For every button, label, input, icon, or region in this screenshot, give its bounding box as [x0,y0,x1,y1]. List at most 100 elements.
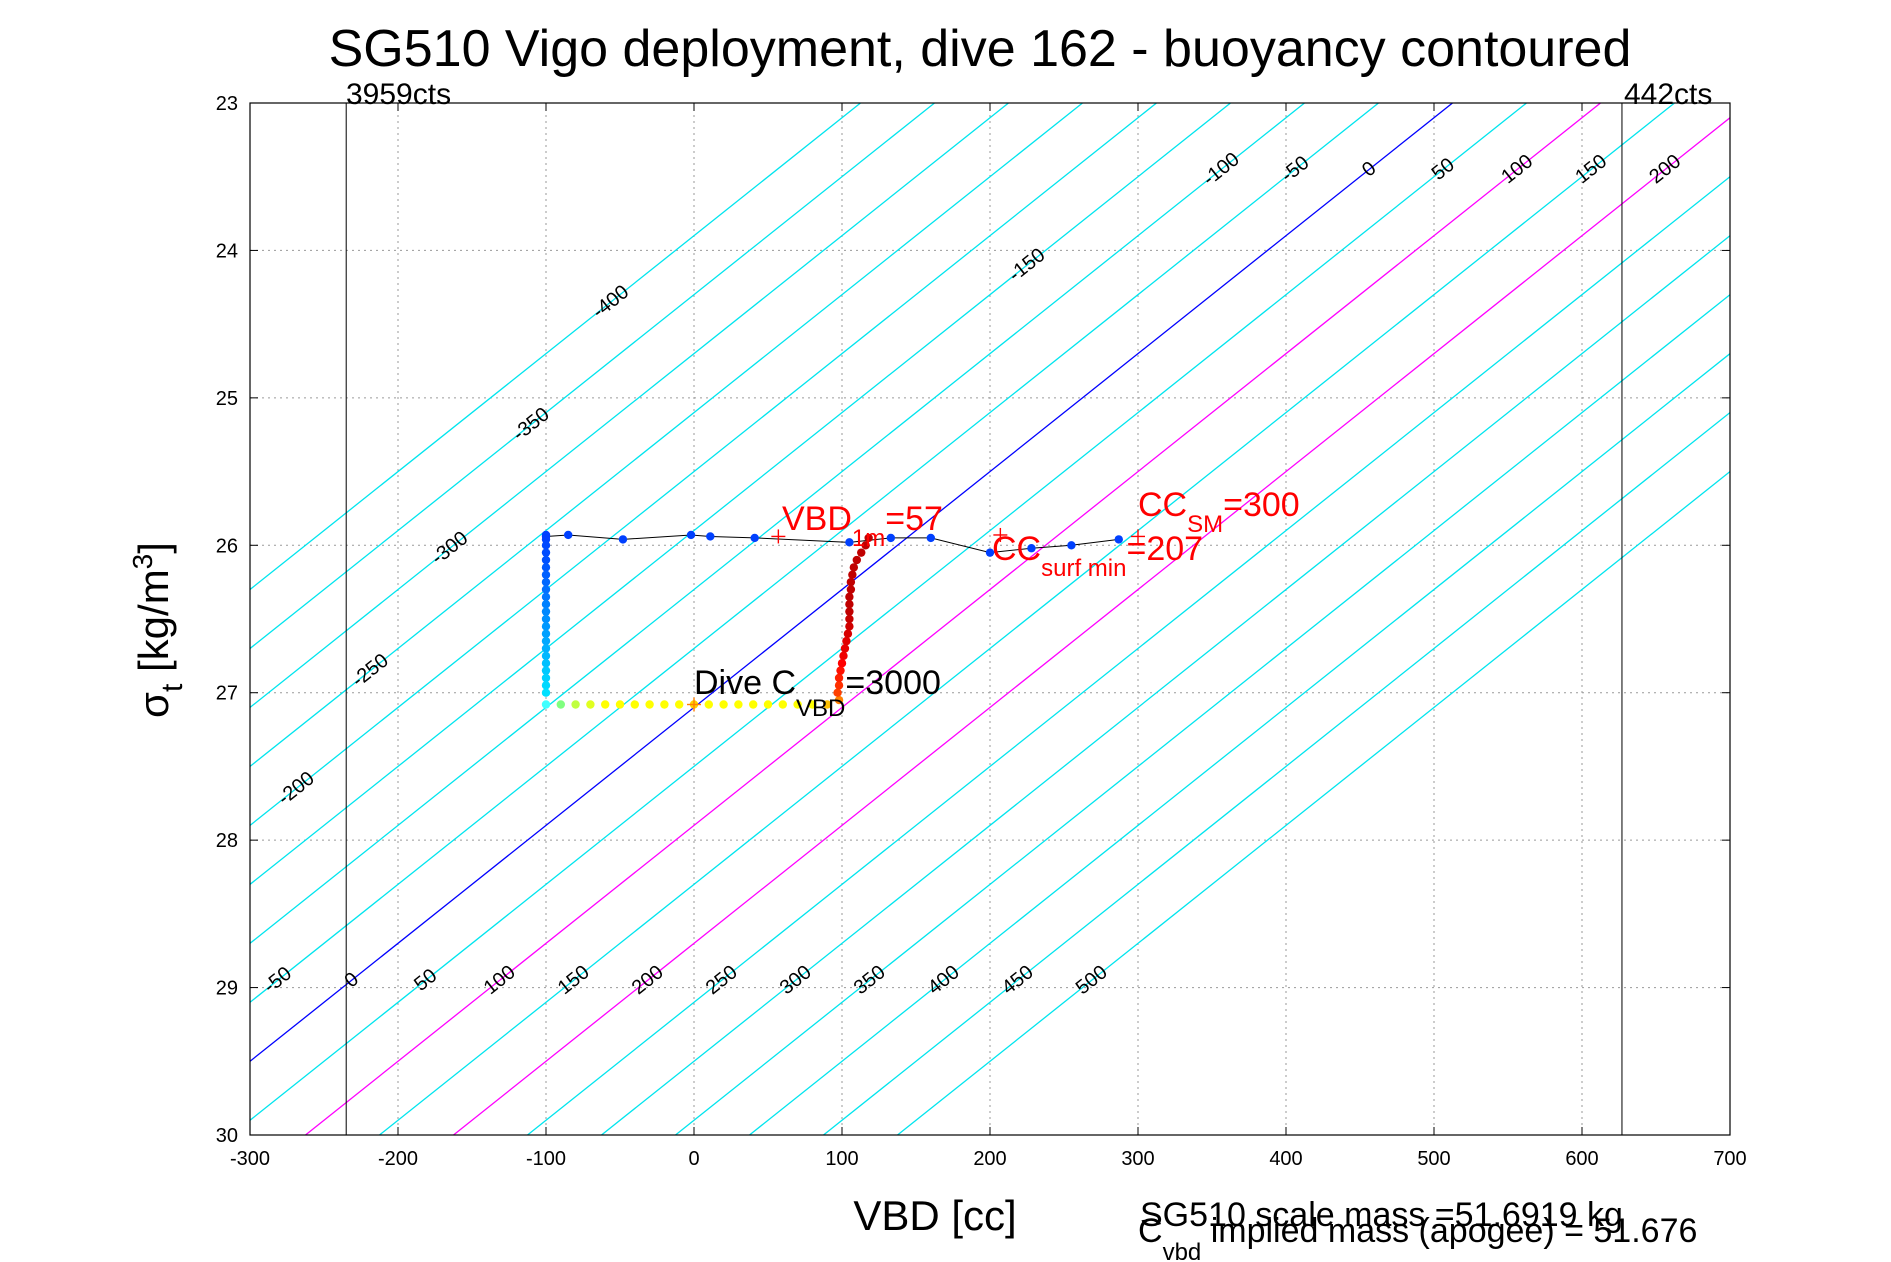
data-point [849,563,859,572]
data-point [541,688,551,697]
vbd-1m-annotation: VBD1m=57 [782,500,943,552]
data-point [834,673,844,683]
y-tick-label: 26 [216,535,238,557]
contour-line [250,103,1231,886]
contour-line [250,103,1305,945]
svg-text:σt [kg/m3]: σt [kg/m3] [127,542,189,718]
data-point [845,538,854,547]
data-point [586,700,595,709]
data-point [823,700,832,709]
x-tick-label: 700 [1713,1148,1746,1170]
data-point [842,636,851,646]
data-point [660,700,669,709]
contour-line [601,234,1730,1135]
data-point [541,532,551,541]
y-axis-symbol: σ [130,692,177,718]
data-point [541,614,551,624]
contour-line [250,103,1157,827]
data-point [541,666,551,675]
data-point [686,530,696,540]
data-point [808,700,817,709]
data-point [845,614,854,624]
x-tick-label: -100 [526,1148,566,1170]
contour-line [675,293,1730,1135]
y-axis-superscript: 3 [127,554,158,570]
data-point [852,555,861,565]
x-tick-label: 0 [688,1148,699,1170]
data-point [857,548,866,557]
contour-line [250,103,1083,768]
data-point [541,622,551,631]
contour-line [305,103,1601,1135]
contour-line [749,352,1730,1135]
count-lines [345,103,1623,1135]
y-tick-label: 27 [216,683,238,705]
data-point [541,700,551,709]
data-point [845,607,854,616]
data-point [749,700,758,709]
data-point [833,688,842,697]
cc-surf-min-annotation: CCsurf min=207 [992,530,1203,582]
data-point [834,681,844,690]
data-point [541,629,551,638]
data-point [675,700,684,709]
cc-sm-annotation: CCSM=300 [1138,486,1300,538]
data-point [845,622,854,631]
data-point [839,651,848,661]
data-point [541,592,551,602]
data-point [541,548,551,557]
data-point [778,700,787,709]
axis-ticks: -300 -200 -100 0 100 200 300 400 500 600 700 23 24 25… [216,93,1747,1170]
data-point [845,600,854,609]
reference-markers [687,527,1145,712]
data-point [848,570,857,579]
contour-line [250,103,861,591]
data-point [1114,535,1123,544]
y-tick-label: 25 [216,388,238,410]
contour-line [897,470,1730,1135]
data-point [541,577,551,587]
data-point [926,533,935,543]
data-point [601,700,610,709]
y-axis-subscript: t [156,683,189,692]
data-point [541,636,551,646]
data-point [541,600,551,609]
x-tick-label: 600 [1565,1148,1598,1170]
data-point [571,700,580,709]
data-point [886,533,896,543]
data-point [846,577,856,587]
data-point [843,629,853,638]
y-tick-label: 30 [216,1125,238,1147]
data-point [763,700,773,709]
data-point [645,700,654,709]
y-axis-units: [kg/m [130,569,177,672]
contour-line [250,103,1379,1004]
contour-line [250,103,1527,1122]
left-cts-label: 3959cts [346,78,451,111]
contour-line [823,411,1730,1135]
data-point [541,681,551,690]
scale-mass-text: SG510 scale mass =51.6919 kg [1140,1196,1623,1234]
contour-line [250,103,1453,1063]
data-point [541,607,551,616]
right-cts-label: 442cts [1624,78,1712,111]
data-point [704,700,713,709]
data-point [846,585,856,594]
data-point [630,700,639,709]
x-tick-label: 300 [1121,1148,1154,1170]
data-point [541,563,551,572]
data-point [541,659,551,668]
data-point [541,651,551,661]
data-point [719,700,728,709]
data-point [556,700,565,709]
data-point [1067,541,1076,550]
contour-line [453,116,1730,1135]
grid [250,103,1730,1135]
x-tick-label: 200 [973,1148,1006,1170]
data-point [615,700,625,709]
data-point [861,541,870,550]
data-point [793,700,802,709]
dive-series [541,530,1123,709]
contour-line [527,175,1730,1135]
